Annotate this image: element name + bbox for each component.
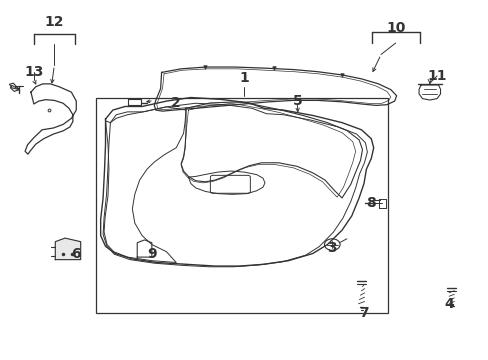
Text: 12: 12 (44, 15, 64, 29)
Text: 4: 4 (444, 297, 453, 311)
Bar (96, 98, 387, 313)
Text: 2: 2 (171, 96, 181, 110)
Text: 7: 7 (358, 306, 368, 320)
Text: 3: 3 (327, 241, 336, 255)
Text: 5: 5 (293, 94, 303, 108)
Text: 11: 11 (427, 69, 446, 83)
Text: 9: 9 (147, 247, 156, 261)
Text: 10: 10 (385, 21, 405, 35)
Text: 8: 8 (366, 196, 375, 210)
Text: 13: 13 (24, 66, 43, 80)
Text: 6: 6 (71, 247, 81, 261)
Polygon shape (55, 238, 81, 260)
Text: 1: 1 (239, 71, 249, 85)
